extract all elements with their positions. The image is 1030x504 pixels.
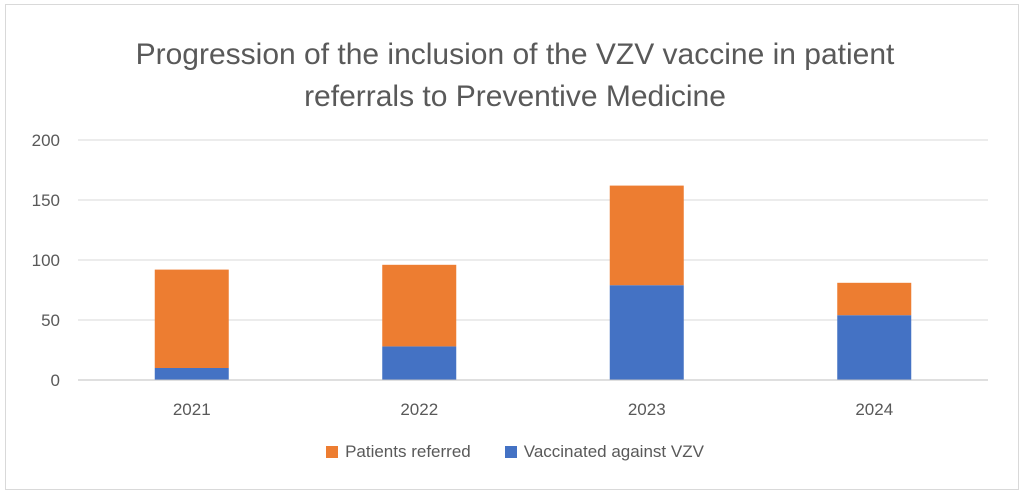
y-axis-ticks: 0 50 100 150 200 xyxy=(32,131,60,390)
bar-2024-patients-referred xyxy=(837,282,912,316)
bar-2021-patients-referred xyxy=(154,269,229,368)
y-tick-label: 50 xyxy=(41,311,60,330)
legend-label-patients-referred: Patients referred xyxy=(345,442,471,461)
legend-item-vaccinated: Vaccinated against VZV xyxy=(504,442,704,462)
y-tick-label: 200 xyxy=(32,131,60,150)
x-tick-label: 2021 xyxy=(173,400,211,419)
x-axis-ticks: 2021 2022 2023 2024 xyxy=(173,400,893,419)
bar-2022-patients-referred xyxy=(382,264,457,347)
x-tick-label: 2024 xyxy=(855,400,893,419)
chart-title-line-2: referrals to Preventive Medicine xyxy=(304,80,726,113)
legend-swatch-vaccinated xyxy=(504,446,517,458)
legend-swatch-patients-referred xyxy=(326,446,339,458)
legend-item-patients-referred: Patients referred xyxy=(326,442,471,462)
y-tick-label: 100 xyxy=(32,251,60,270)
bar-2023-vaccinated xyxy=(609,285,684,380)
bar-2022-vaccinated xyxy=(382,346,457,380)
y-tick-label: 150 xyxy=(32,191,60,210)
bars xyxy=(78,185,988,381)
chart-title-line-1: Progression of the inclusion of the VZV … xyxy=(135,38,895,71)
bar-2024-vaccinated xyxy=(837,315,912,380)
y-tick-label: 0 xyxy=(51,371,60,390)
bar-2023-patients-referred xyxy=(609,185,684,286)
legend: Patients referred Vaccinated against VZV xyxy=(0,442,1030,462)
x-tick-label: 2022 xyxy=(400,400,438,419)
chart-frame xyxy=(5,4,1019,490)
x-tick-label: 2023 xyxy=(628,400,666,419)
legend-label-vaccinated: Vaccinated against VZV xyxy=(523,442,704,461)
chart-title: Progression of the inclusion of the VZV … xyxy=(0,34,1030,118)
bar-2021-vaccinated xyxy=(154,368,229,380)
